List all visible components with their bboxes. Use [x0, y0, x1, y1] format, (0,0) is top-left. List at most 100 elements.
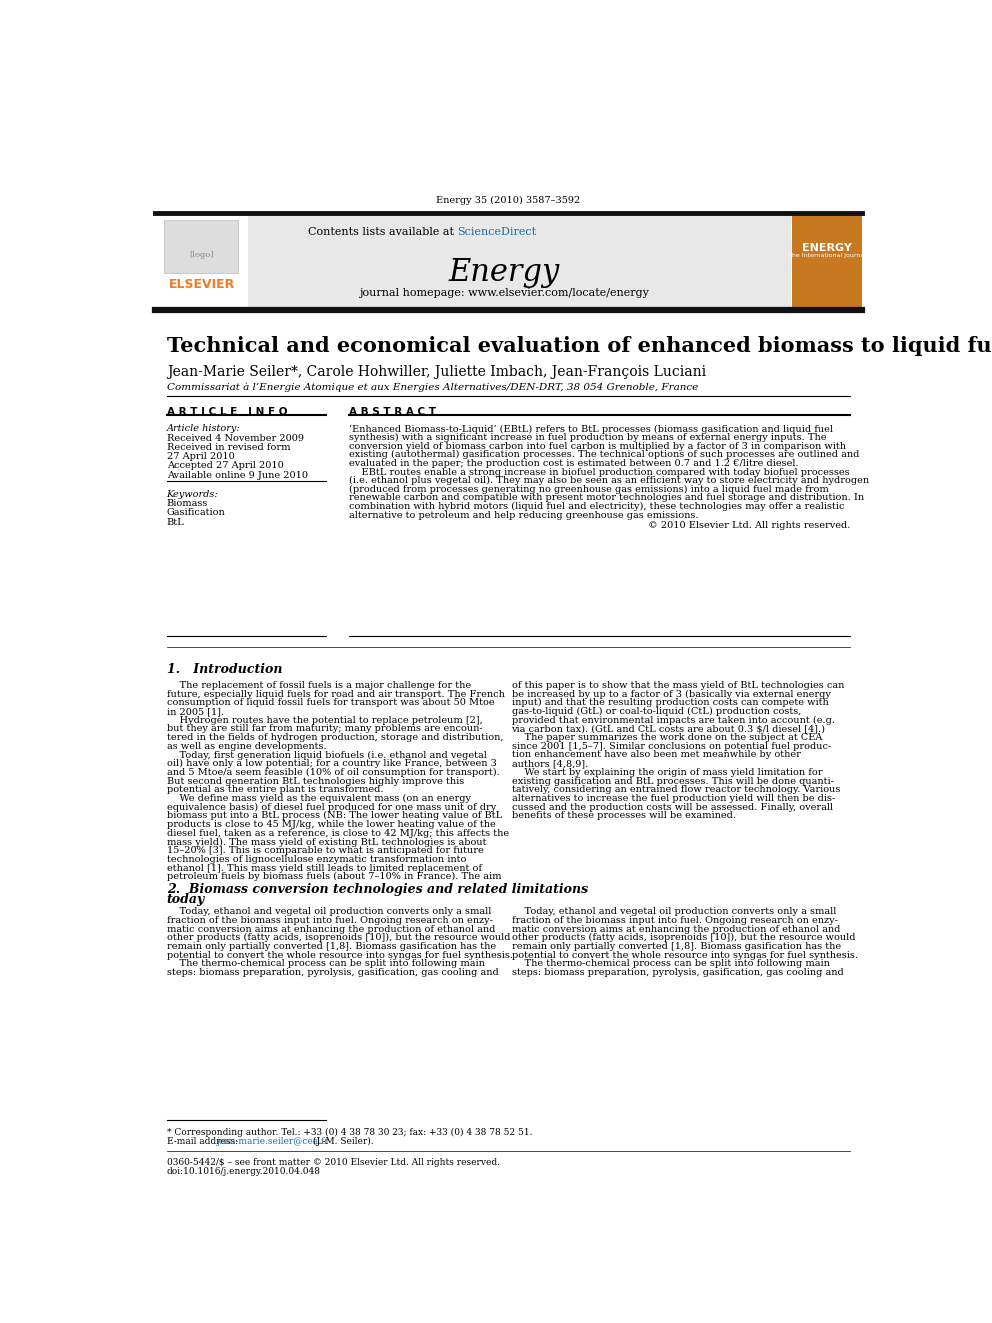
Text: The International Journal: The International Journal — [788, 253, 866, 258]
Text: BtL: BtL — [167, 517, 185, 527]
Text: fraction of the biomass input into fuel. Ongoing research on enzy-: fraction of the biomass input into fuel.… — [512, 916, 837, 925]
Text: The thermo-chemical process can be split into following main: The thermo-chemical process can be split… — [167, 959, 484, 968]
Text: Keywords:: Keywords: — [167, 490, 218, 499]
Text: 1.   Introduction: 1. Introduction — [167, 663, 282, 676]
Text: Article history:: Article history: — [167, 425, 240, 434]
Text: Today, ethanol and vegetal oil production converts only a small: Today, ethanol and vegetal oil productio… — [512, 908, 836, 917]
Text: combination with hybrid motors (liquid fuel and electricity), these technologies: combination with hybrid motors (liquid f… — [349, 501, 844, 511]
Text: other products (fatty acids, isoprenoids [10]), but the resource would: other products (fatty acids, isoprenoids… — [167, 933, 510, 942]
Text: matic conversion aims at enhancing the production of ethanol and: matic conversion aims at enhancing the p… — [512, 925, 840, 934]
Text: existing (autothermal) gasification processes. The technical options of such pro: existing (autothermal) gasification proc… — [349, 450, 859, 459]
Text: potential to convert the whole resource into syngas for fuel synthesis.: potential to convert the whole resource … — [512, 951, 857, 959]
Text: mass yield). The mass yield of existing BtL technologies is about: mass yield). The mass yield of existing … — [167, 837, 486, 847]
Text: The replacement of fossil fuels is a major challenge for the: The replacement of fossil fuels is a maj… — [167, 681, 471, 689]
Text: cussed and the production costs will be assessed. Finally, overall: cussed and the production costs will be … — [512, 803, 832, 811]
Text: Available online 9 June 2010: Available online 9 June 2010 — [167, 471, 308, 480]
Text: of this paper is to show that the mass yield of BtL technologies can: of this paper is to show that the mass y… — [512, 681, 844, 689]
Text: via carbon tax). (GtL and CtL costs are about 0.3 $/l diesel [4].): via carbon tax). (GtL and CtL costs are … — [512, 724, 825, 733]
Text: in 2005 [1].: in 2005 [1]. — [167, 706, 224, 716]
Text: remain only partially converted [1,8]. Biomass gasification has the: remain only partially converted [1,8]. B… — [512, 942, 840, 951]
Text: alternative to petroleum and help reducing greenhouse gas emissions.: alternative to petroleum and help reduci… — [349, 511, 698, 520]
Text: synthesis) with a significant increase in fuel production by means of external e: synthesis) with a significant increase i… — [349, 433, 826, 442]
Text: oil) have only a low potential; for a country like France, between 3: oil) have only a low potential; for a co… — [167, 759, 497, 769]
Text: Contents lists available at: Contents lists available at — [308, 226, 457, 237]
Text: products is close to 45 MJ/kg, while the lower heating value of the: products is close to 45 MJ/kg, while the… — [167, 820, 495, 830]
Text: Energy: Energy — [448, 257, 559, 288]
Text: A B S T R A C T: A B S T R A C T — [349, 407, 435, 418]
Text: other products (fatty acids, isoprenoids [10]), but the resource would: other products (fatty acids, isoprenoids… — [512, 933, 855, 942]
Text: Biomass: Biomass — [167, 499, 208, 508]
Text: © 2010 Elsevier Ltd. All rights reserved.: © 2010 Elsevier Ltd. All rights reserved… — [648, 521, 850, 529]
Text: Gasification: Gasification — [167, 508, 225, 517]
Text: Commissariat à l’Energie Atomique et aux Energies Alternatives/DEN-DRT, 38 054 G: Commissariat à l’Energie Atomique et aux… — [167, 382, 698, 392]
Text: potential as the entire plant is transformed.: potential as the entire plant is transfo… — [167, 786, 383, 794]
Text: Accepted 27 April 2010: Accepted 27 April 2010 — [167, 462, 284, 471]
Text: existing gasification and BtL processes. This will be done quanti-: existing gasification and BtL processes.… — [512, 777, 833, 786]
Text: potential to convert the whole resource into syngas for fuel synthesis.: potential to convert the whole resource … — [167, 951, 513, 959]
Text: alternatives to increase the fuel production yield will then be dis-: alternatives to increase the fuel produc… — [512, 794, 834, 803]
Text: petroleum fuels by biomass fuels (about 7–10% in France). The aim: petroleum fuels by biomass fuels (about … — [167, 872, 501, 881]
Text: today: today — [167, 893, 205, 905]
Text: steps: biomass preparation, pyrolysis, gasification, gas cooling and: steps: biomass preparation, pyrolysis, g… — [167, 968, 498, 978]
Text: as well as engine developments.: as well as engine developments. — [167, 742, 326, 750]
Text: Technical and economical evaluation of enhanced biomass to liquid fuel processes: Technical and economical evaluation of e… — [167, 336, 992, 356]
Text: Hydrogen routes have the potential to replace petroleum [2],: Hydrogen routes have the potential to re… — [167, 716, 482, 725]
Text: Jean-Marie Seiler*, Carole Hohwiller, Juliette Imbach, Jean-François Luciani: Jean-Marie Seiler*, Carole Hohwiller, Ju… — [167, 365, 705, 380]
Text: biomass put into a BtL process (NB: The lower heating value of BtL: biomass put into a BtL process (NB: The … — [167, 811, 502, 820]
Text: EBtL routes enable a strong increase in biofuel production compared with today b: EBtL routes enable a strong increase in … — [349, 467, 849, 476]
Text: gas-to-liquid (GtL) or coal-to-liquid (CtL) production costs,: gas-to-liquid (GtL) or coal-to-liquid (C… — [512, 706, 801, 716]
Text: fraction of the biomass input into fuel. Ongoing research on enzy-: fraction of the biomass input into fuel.… — [167, 916, 492, 925]
Text: matic conversion aims at enhancing the production of ethanol and: matic conversion aims at enhancing the p… — [167, 925, 495, 934]
Text: but they are still far from maturity; many problems are encoun-: but they are still far from maturity; ma… — [167, 724, 482, 733]
Text: input) and that the resulting production costs can compete with: input) and that the resulting production… — [512, 699, 828, 708]
Text: equivalence basis) of diesel fuel produced for one mass unit of dry: equivalence basis) of diesel fuel produc… — [167, 803, 496, 812]
Text: tatively, considering an entrained flow reactor technology. Various: tatively, considering an entrained flow … — [512, 786, 840, 794]
Text: authors [4,8,9].: authors [4,8,9]. — [512, 759, 587, 769]
Text: conversion yield of biomass carbon into fuel carbon is multiplied by a factor of: conversion yield of biomass carbon into … — [349, 442, 846, 451]
Text: technologies of lignocellulose enzymatic transformation into: technologies of lignocellulose enzymatic… — [167, 855, 466, 864]
Text: 27 April 2010: 27 April 2010 — [167, 452, 234, 462]
Text: (J.-M. Seiler).: (J.-M. Seiler). — [310, 1136, 374, 1146]
Text: [logo]: [logo] — [189, 251, 214, 259]
Text: Today, first generation liquid biofuels (i.e. ethanol and vegetal: Today, first generation liquid biofuels … — [167, 750, 486, 759]
Text: ‘Enhanced Biomass-to-Liquid’ (EBtL) refers to BtL processes (biomass gasificatio: ‘Enhanced Biomass-to-Liquid’ (EBtL) refe… — [349, 425, 832, 434]
Text: be increased by up to a factor of 3 (basically via external energy: be increased by up to a factor of 3 (bas… — [512, 689, 830, 699]
Text: renewable carbon and compatible with present motor technologies and fuel storage: renewable carbon and compatible with pre… — [349, 493, 864, 503]
Text: remain only partially converted [1,8]. Biomass gasification has the: remain only partially converted [1,8]. B… — [167, 942, 496, 951]
Text: 2.  Biomass conversion technologies and related limitations: 2. Biomass conversion technologies and r… — [167, 882, 587, 896]
Text: and 5 Mtoe/a seem feasible (10% of oil consumption for transport).: and 5 Mtoe/a seem feasible (10% of oil c… — [167, 767, 499, 777]
Text: * Corresponding author. Tel.: +33 (0) 4 38 78 30 23; fax: +33 (0) 4 38 78 52 51.: * Corresponding author. Tel.: +33 (0) 4 … — [167, 1127, 532, 1136]
Text: doi:10.1016/j.energy.2010.04.048: doi:10.1016/j.energy.2010.04.048 — [167, 1167, 320, 1176]
Text: consumption of liquid fossil fuels for transport was about 50 Mtoe: consumption of liquid fossil fuels for t… — [167, 699, 494, 708]
Bar — [155, 214, 791, 308]
Bar — [792, 214, 862, 308]
Text: tion enhancement have also been met meanwhile by other: tion enhancement have also been met mean… — [512, 750, 801, 759]
Text: ScienceDirect: ScienceDirect — [457, 226, 537, 237]
Text: provided that environmental impacts are taken into account (e.g.: provided that environmental impacts are … — [512, 716, 834, 725]
Bar — [155, 214, 248, 308]
Text: jean-marie.seiler@cea.fr: jean-marie.seiler@cea.fr — [217, 1136, 329, 1146]
Text: diesel fuel, taken as a reference, is close to 42 MJ/kg; this affects the: diesel fuel, taken as a reference, is cl… — [167, 828, 509, 837]
Text: Energy 35 (2010) 3587–3592: Energy 35 (2010) 3587–3592 — [436, 196, 580, 205]
Text: ENERGY: ENERGY — [802, 243, 852, 254]
Text: journal homepage: www.elsevier.com/locate/energy: journal homepage: www.elsevier.com/locat… — [359, 288, 649, 298]
Text: 15–20% [3]. This is comparable to what is anticipated for future: 15–20% [3]. This is comparable to what i… — [167, 847, 483, 855]
Text: future, especially liquid fuels for road and air transport. The French: future, especially liquid fuels for road… — [167, 689, 505, 699]
Text: We start by explaining the origin of mass yield limitation for: We start by explaining the origin of mas… — [512, 767, 822, 777]
Text: The paper summarizes the work done on the subject at CEA: The paper summarizes the work done on th… — [512, 733, 822, 742]
Text: 0360-5442/$ – see front matter © 2010 Elsevier Ltd. All rights reserved.: 0360-5442/$ – see front matter © 2010 El… — [167, 1158, 500, 1167]
Text: Received 4 November 2009: Received 4 November 2009 — [167, 434, 304, 443]
Text: steps: biomass preparation, pyrolysis, gasification, gas cooling and: steps: biomass preparation, pyrolysis, g… — [512, 968, 843, 978]
Text: E-mail address:: E-mail address: — [167, 1136, 241, 1146]
Text: But second generation BtL technologies highly improve this: But second generation BtL technologies h… — [167, 777, 464, 786]
Text: ELSEVIER: ELSEVIER — [169, 278, 235, 291]
Text: The thermo-chemical process can be split into following main: The thermo-chemical process can be split… — [512, 959, 829, 968]
Text: (i.e. ethanol plus vegetal oil). They may also be seen as an efficient way to st: (i.e. ethanol plus vegetal oil). They ma… — [349, 476, 869, 486]
Text: We define mass yield as the equivalent mass (on an energy: We define mass yield as the equivalent m… — [167, 794, 470, 803]
Text: evaluated in the paper; the production cost is estimated between 0.7 and 1.2 €/l: evaluated in the paper; the production c… — [349, 459, 799, 468]
Text: benefits of these processes will be examined.: benefits of these processes will be exam… — [512, 811, 735, 820]
Text: A R T I C L E   I N F O: A R T I C L E I N F O — [167, 407, 287, 418]
Text: since 2001 [1,5–7]. Similar conclusions on potential fuel produc-: since 2001 [1,5–7]. Similar conclusions … — [512, 742, 830, 750]
Text: (produced from processes generating no greenhouse gas emissions) into a liquid f: (produced from processes generating no g… — [349, 484, 828, 493]
Text: Today, ethanol and vegetal oil production converts only a small: Today, ethanol and vegetal oil productio… — [167, 908, 491, 917]
